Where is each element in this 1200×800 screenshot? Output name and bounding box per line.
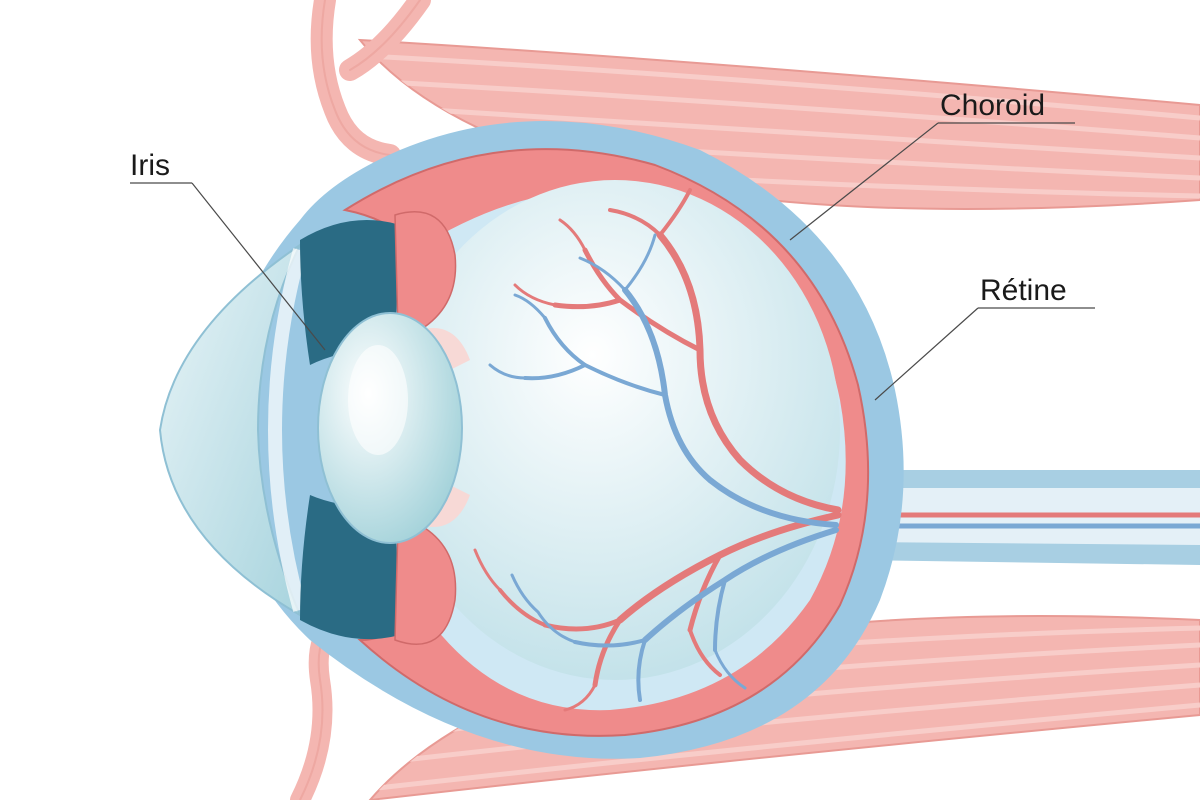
label-iris: Iris <box>130 149 170 182</box>
label-retine: Rétine <box>980 274 1067 307</box>
eyeball <box>160 121 904 759</box>
label-choroid: Choroid <box>940 89 1045 122</box>
eye-anatomy-diagram: Iris Choroid Rétine <box>0 0 1200 800</box>
